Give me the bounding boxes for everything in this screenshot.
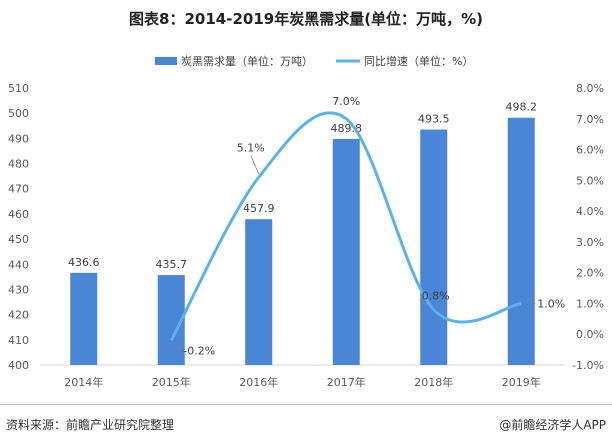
legend-bar-label: 炭黑需求量（单位：万吨）	[181, 54, 313, 68]
bar	[420, 129, 448, 365]
y-left-tick-label: 420	[8, 309, 29, 322]
line-data-labels: -0.2% 5.1% 7.0% 0.8% 1.0%	[171, 95, 565, 357]
growth-value-label: 5.1%	[237, 141, 265, 154]
bar-series	[70, 117, 535, 366]
growth-value-label: 1.0%	[537, 297, 565, 310]
y-left-tick-label: 490	[8, 132, 29, 145]
legend: 炭黑需求量（单位：万吨） 同比增速（单位：%）	[155, 54, 473, 68]
y-left-tick-label: 470	[8, 183, 29, 196]
label-leader	[419, 299, 428, 306]
y-right-tick-label: -1.0%	[572, 359, 604, 372]
y-left-tick-label: 460	[8, 208, 29, 221]
legend-line-label: 同比增速（单位：%）	[364, 54, 473, 68]
growth-line	[169, 111, 522, 342]
chart-title: 图表8：2014-2019年炭黑需求量(单位：万吨，%)	[129, 10, 483, 28]
x-tick-label: 2014年	[64, 375, 103, 389]
growth-value-label: -0.2%	[183, 344, 215, 357]
x-tick-label: 2018年	[414, 375, 453, 389]
bar	[507, 117, 535, 366]
y-left-tick-label: 510	[8, 82, 29, 95]
y-right-tick-label: 4.0%	[576, 205, 604, 218]
x-tick-label: 2019年	[502, 375, 541, 389]
y-right-tick-label: 3.0%	[576, 236, 604, 249]
growth-value-label: 7.0%	[332, 95, 360, 108]
y-left-tick-label: 440	[8, 258, 29, 271]
bar-value-label: 493.5	[418, 113, 450, 126]
brand-credit: @前瞻经济学人APP	[499, 417, 606, 432]
y-left-tick-label: 430	[8, 283, 29, 296]
label-leader	[250, 155, 260, 175]
footer: 资料来源：前瞻产业研究院整理 @前瞻经济学人APP	[6, 411, 606, 437]
right-axis: -1.0% 0.0% 1.0% 2.0% 3.0% 4.0% 5.0% 6.0% 7.0% 8.0…	[572, 82, 604, 372]
y-right-tick-label: 1.0%	[576, 297, 604, 310]
bar-value-label: 436.6	[68, 256, 100, 269]
bar	[245, 219, 273, 365]
x-tick-label: 2015年	[152, 375, 191, 389]
y-left-tick-label: 500	[8, 107, 29, 120]
source-note: 资料来源：前瞻产业研究院整理	[6, 417, 175, 432]
y-right-tick-label: 8.0%	[576, 82, 604, 95]
bar-value-label: 498.2	[506, 101, 538, 114]
y-left-tick-label: 480	[8, 158, 29, 171]
y-right-tick-label: 7.0%	[576, 113, 604, 126]
bar	[70, 272, 98, 365]
bar-value-label: 435.7	[156, 258, 188, 271]
legend-bar-swatch	[155, 57, 177, 65]
x-tick-label: 2017年	[327, 375, 366, 389]
label-leader	[171, 342, 182, 350]
y-left-tick-label: 450	[8, 233, 29, 246]
left-axis: 400 410 420 430 440 450 460 470 480 490 500 510	[8, 82, 29, 372]
growth-value-label: 0.8%	[422, 290, 450, 303]
bar-value-label: 457.9	[243, 202, 275, 215]
y-right-tick-label: 6.0%	[576, 144, 604, 157]
footer-divider	[0, 404, 612, 405]
y-left-tick-label: 400	[8, 359, 29, 372]
line-series	[169, 111, 522, 342]
y-right-tick-label: 5.0%	[576, 174, 604, 187]
x-axis: 2014年 2015年 2016年 2017年 2018年 2019年	[64, 375, 541, 389]
x-tick-label: 2016年	[239, 375, 278, 389]
y-right-tick-label: 0.0%	[576, 328, 604, 341]
y-right-tick-label: 2.0%	[576, 267, 604, 280]
bar	[332, 138, 360, 365]
y-left-tick-label: 410	[8, 334, 29, 347]
